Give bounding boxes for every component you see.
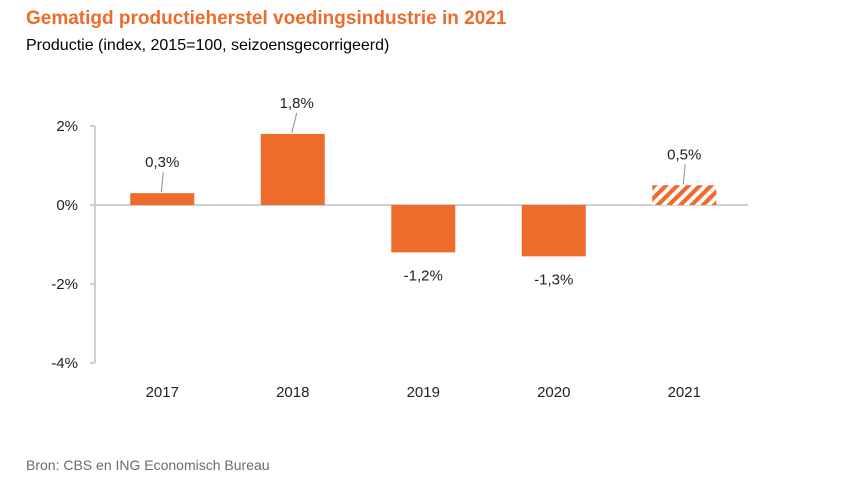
chart-title: Gematigd productieherstel voedingsindust… [26,8,507,29]
data-label: -1,2% [404,267,443,284]
source-note: Bron: CBS en ING Economisch Bureau [26,457,270,473]
data-label: 1,8% [280,95,314,112]
bar-2019 [391,205,456,253]
y-tick-label: -2% [51,276,78,293]
data-label: -1,3% [534,271,573,288]
data-labels: 2017 0,3% 2018 1,8% 2019 -1,2% 2020 -1,3% 2021 0,… [145,95,701,401]
x-tick-label: 2021 [668,384,701,401]
bar-2017 [130,193,195,205]
bars [130,133,717,257]
y-tick-label: -4% [51,355,78,372]
x-tick-label: 2019 [407,384,440,401]
label-leader-line [160,172,164,193]
bar-2020 [521,205,586,257]
x-tick-label: 2017 [146,384,179,401]
y-tick-label: 2% [56,118,78,135]
data-label: 0,5% [667,146,701,163]
bar-2021 [652,185,717,205]
x-tick-label: 2018 [276,384,309,401]
y-tick-label: 0% [56,197,78,214]
label-leader-line [682,164,686,185]
label-leader-line [291,112,298,134]
data-label: 0,3% [145,154,179,171]
x-tick-label: 2020 [537,384,570,401]
bar-2018 [260,133,325,205]
chart-subtitle: Productie (index, 2015=100, seizoensgeco… [26,37,390,54]
